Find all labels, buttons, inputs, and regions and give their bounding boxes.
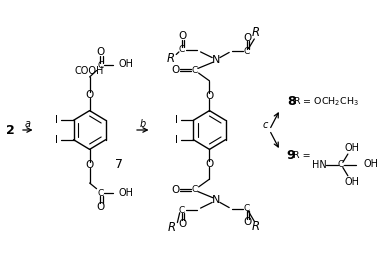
Text: O: O — [85, 90, 94, 100]
Text: OH: OH — [344, 143, 359, 153]
Text: C: C — [192, 66, 198, 75]
Text: O: O — [178, 31, 187, 41]
Text: OH: OH — [119, 187, 134, 198]
Text: OH: OH — [119, 59, 134, 69]
Text: R =: R = — [293, 151, 310, 160]
Text: O: O — [96, 47, 104, 57]
Text: O: O — [244, 33, 252, 43]
Text: N: N — [212, 195, 220, 205]
Text: N: N — [212, 55, 220, 65]
Text: I: I — [175, 115, 178, 125]
Text: R = OCH$_2$CH$_3$: R = OCH$_2$CH$_3$ — [293, 95, 359, 108]
Text: C: C — [244, 204, 250, 213]
Text: OH: OH — [344, 177, 359, 187]
Text: I: I — [55, 115, 59, 125]
Text: C: C — [338, 160, 344, 170]
Text: 8: 8 — [287, 95, 295, 108]
Text: C: C — [179, 206, 185, 215]
Text: C: C — [179, 45, 185, 54]
Text: 7: 7 — [114, 158, 123, 171]
Text: a: a — [25, 119, 31, 129]
Text: O: O — [205, 159, 213, 169]
Text: R: R — [166, 52, 175, 65]
Text: C: C — [192, 185, 198, 194]
Text: I: I — [55, 135, 59, 145]
Text: C: C — [97, 189, 104, 198]
Text: 2: 2 — [6, 124, 15, 136]
Text: O: O — [171, 65, 180, 75]
Text: O: O — [244, 217, 252, 227]
Text: b: b — [140, 119, 146, 129]
Text: O: O — [171, 185, 180, 195]
Text: COOH: COOH — [75, 66, 104, 75]
Text: 9: 9 — [287, 149, 295, 162]
Text: O: O — [96, 202, 104, 212]
Text: I: I — [175, 135, 178, 145]
Text: HN: HN — [312, 160, 327, 170]
Text: OH: OH — [363, 159, 378, 169]
Text: O: O — [178, 219, 187, 229]
Text: C: C — [244, 47, 250, 56]
Text: R: R — [251, 26, 260, 39]
Text: R: R — [252, 220, 260, 233]
Text: C: C — [97, 61, 104, 70]
Text: O: O — [205, 91, 213, 101]
Text: O: O — [85, 160, 94, 170]
Text: R: R — [168, 221, 176, 234]
Text: c: c — [262, 120, 267, 130]
